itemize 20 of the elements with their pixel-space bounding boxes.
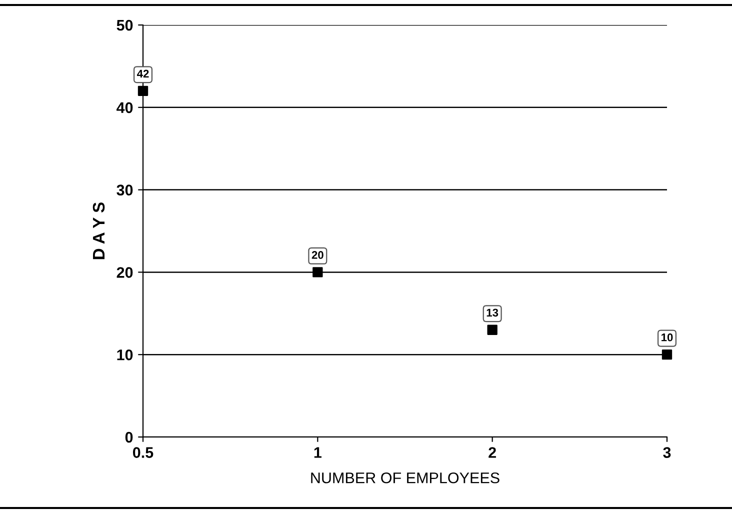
- point: [487, 324, 498, 335]
- y-tick-label: 40: [116, 102, 133, 114]
- y-tick-label: 0: [125, 432, 133, 443]
- x-tick-label: 3: [663, 447, 671, 458]
- y-axis-title: D A Y S: [92, 202, 105, 260]
- point: [138, 86, 148, 96]
- y-tick-label: 20: [116, 267, 133, 278]
- x-axis-title: NUMBER OF EMPLOYEES: [311, 472, 500, 484]
- data-label: 20: [312, 251, 324, 259]
- data-label: 13: [486, 308, 498, 317]
- data-label: 42: [136, 70, 149, 78]
- y-tick-label: 50: [116, 20, 133, 31]
- point: [312, 267, 323, 278]
- y-tick-label: 10: [117, 349, 133, 360]
- x-tick-label: 0.5: [132, 447, 154, 458]
- point: [662, 350, 672, 360]
- data-label: 10: [662, 333, 673, 342]
- y-tick-label: 30: [116, 184, 133, 196]
- x-tick-label: 1: [314, 447, 322, 458]
- x-tick-label: 2: [488, 447, 496, 458]
